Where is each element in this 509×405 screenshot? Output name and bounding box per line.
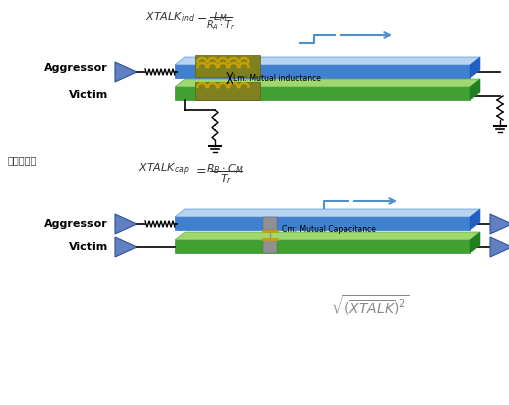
Text: $=$: $=$ [193, 163, 207, 176]
Polygon shape [175, 240, 470, 253]
Polygon shape [175, 57, 480, 65]
Polygon shape [175, 65, 470, 78]
Text: Aggressor: Aggressor [44, 219, 108, 229]
Polygon shape [115, 62, 137, 82]
Text: $\mathit{XTALK_{ind}}$: $\mathit{XTALK_{ind}}$ [145, 10, 195, 24]
Text: 容性串扰：: 容性串扰： [8, 155, 37, 165]
Polygon shape [175, 209, 480, 217]
Bar [263, 217, 277, 230]
Text: $\mathit{L_{M}}$: $\mathit{L_{M}}$ [213, 10, 228, 24]
Text: Victim: Victim [69, 90, 108, 100]
Text: $\mathit{T_r}$: $\mathit{T_r}$ [220, 172, 232, 186]
Polygon shape [470, 57, 480, 78]
Polygon shape [490, 237, 509, 257]
Polygon shape [175, 232, 480, 240]
Text: Lm: Mutual inductance: Lm: Mutual inductance [233, 74, 321, 83]
Text: $\mathit{R_B \cdot C_M}$: $\mathit{R_B \cdot C_M}$ [206, 162, 244, 176]
Polygon shape [115, 214, 137, 234]
Text: $\mathit{R_A \cdot T_r}$: $\mathit{R_A \cdot T_r}$ [206, 18, 236, 32]
Polygon shape [175, 87, 470, 100]
Text: $\sqrt{(\overline{XTALK})^2}$: $\sqrt{(\overline{XTALK})^2}$ [331, 293, 409, 317]
Polygon shape [115, 237, 137, 257]
Polygon shape [470, 209, 480, 230]
Text: Aggressor: Aggressor [44, 63, 108, 73]
Polygon shape [175, 217, 470, 230]
Polygon shape [490, 214, 509, 234]
Polygon shape [470, 232, 480, 253]
Text: $\mathit{XTALK_{cap}}$: $\mathit{XTALK_{cap}}$ [138, 162, 190, 178]
Bar [263, 240, 277, 253]
Text: $-$: $-$ [196, 12, 207, 25]
Text: Victim: Victim [69, 242, 108, 252]
Polygon shape [470, 79, 480, 100]
Bar [195, 55, 260, 77]
Polygon shape [175, 79, 480, 87]
Text: Cm: Mutual Capacitance: Cm: Mutual Capacitance [282, 226, 376, 234]
Bar [195, 82, 260, 100]
